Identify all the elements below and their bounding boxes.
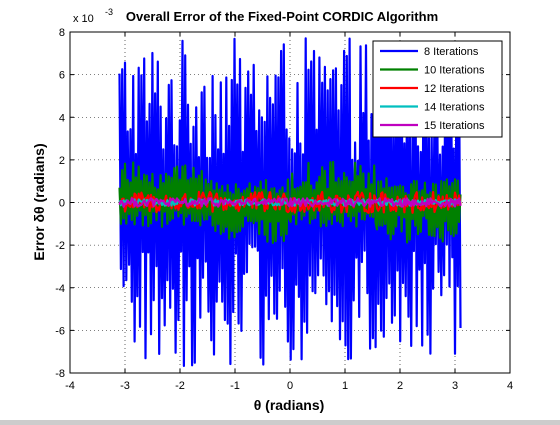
x-tick-label: 3 <box>452 380 458 392</box>
y-tick-label: -4 <box>55 283 65 295</box>
x-tick-label: -4 <box>65 380 75 392</box>
legend-label-8-iterations: 8 Iterations <box>424 46 479 58</box>
chart-title: Overall Error of the Fixed-Point CORDIC … <box>126 9 438 24</box>
legend-label-12-iterations: 12 Iterations <box>424 83 485 95</box>
x-tick-label: 0 <box>287 380 293 392</box>
y-tick-label: -6 <box>55 325 65 337</box>
y-tick-label: 8 <box>59 27 65 39</box>
y-tick-label: 6 <box>59 70 65 82</box>
x-tick-label: 2 <box>397 380 403 392</box>
y-tick-label: 4 <box>59 112 65 124</box>
legend-label-14-iterations: 14 Iterations <box>424 102 485 114</box>
legend: 8 Iterations 10 Iterations 12 Iterations 14… <box>373 41 502 137</box>
legend-label-15-iterations: 15 Iterations <box>424 120 485 132</box>
y-tick-label: 0 <box>59 198 65 210</box>
legend-label-10-iterations: 10 Iterations <box>424 65 485 77</box>
x-tick-label: -1 <box>230 380 240 392</box>
x-tick-label: 4 <box>507 380 513 392</box>
y-tick-label: 2 <box>59 155 65 167</box>
x-tick-label: -3 <box>120 380 130 392</box>
y-exponent-label: x 10 <box>73 13 94 25</box>
y-tick-label: -2 <box>55 240 65 252</box>
x-tick-label: 1 <box>342 380 348 392</box>
y-exponent-power: -3 <box>105 7 113 17</box>
x-tick-label: -2 <box>175 380 185 392</box>
y-axis-label: Error δθ (radians) <box>31 143 47 260</box>
y-tick-label: -8 <box>55 368 65 380</box>
x-axis-label: θ (radians) <box>254 397 325 413</box>
